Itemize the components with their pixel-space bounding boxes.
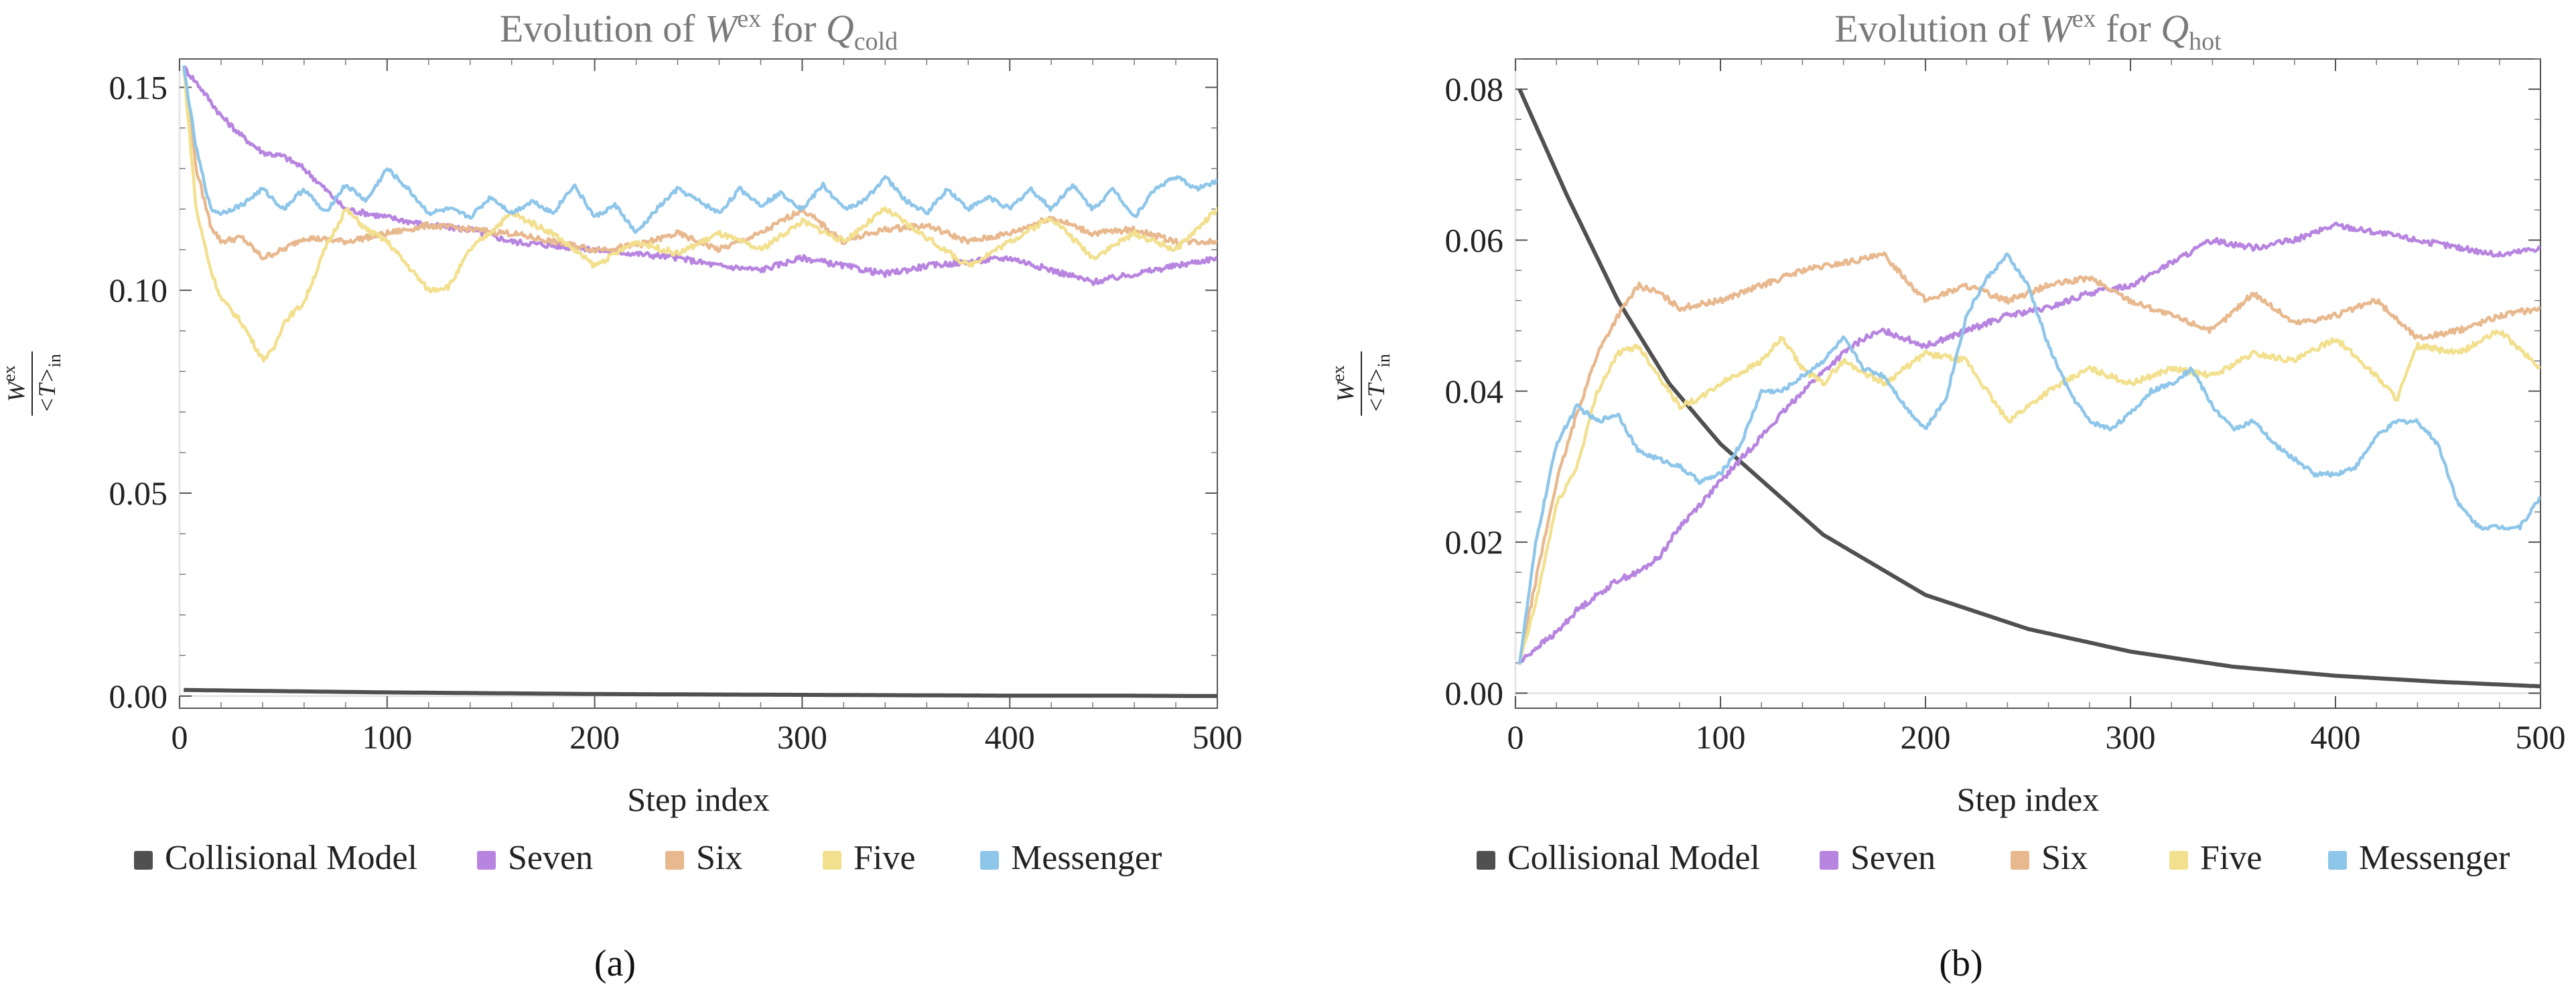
x-tick-label: 500 — [1193, 718, 1243, 756]
series-line-collisional-model — [1517, 88, 2540, 689]
legend-swatch-five — [2169, 851, 2188, 870]
legend-label: Messenger — [2359, 839, 2510, 877]
series-line-messenger — [182, 65, 1217, 235]
x-tick-label: 200 — [1901, 718, 1951, 756]
y-axis-label: Wex <T>in — [1329, 351, 1394, 416]
y-label-denominator: <T>in — [1363, 354, 1394, 413]
y-tick-label: 0.15 — [109, 68, 168, 106]
series-group — [1517, 88, 2540, 689]
title-symbol: W — [705, 7, 740, 50]
series-line-collisional-model — [183, 687, 1217, 698]
legend-swatch-messenger — [2328, 851, 2347, 870]
y-axis-label: Wex <T>in — [0, 351, 64, 416]
x-tick-label: 300 — [777, 718, 827, 756]
legend-swatch-messenger — [980, 851, 999, 870]
x-tick-label: 200 — [569, 718, 620, 756]
title-superscript: ex — [737, 5, 761, 33]
legend-label: Seven — [1850, 839, 1936, 877]
y-tick-label: 0.10 — [109, 271, 168, 309]
series-group — [182, 65, 1217, 698]
title-middle: for — [2096, 7, 2161, 50]
y-tick-label: 0.02 — [1445, 523, 1504, 561]
y-tick-label: 0.00 — [109, 677, 168, 715]
y-label-numerator: Wex — [1329, 365, 1359, 402]
chart-panel-a: 0 100 200 300 400 500 0.00 0.05 0.10 0.15 Evolutio… — [0, 5, 1243, 984]
y-label-num-symbol: W — [3, 380, 29, 402]
legend-swatch-five — [823, 851, 841, 870]
x-axis-label: Step index — [627, 781, 769, 818]
title-q: Q — [826, 7, 854, 50]
series-line-six — [182, 67, 1217, 261]
x-tick-label: 400 — [2311, 718, 2361, 756]
series-line-five — [182, 66, 1217, 363]
legend-swatch-seven — [1820, 851, 1838, 870]
y-tick-label: 0.04 — [1445, 373, 1504, 410]
series-line-messenger — [1517, 252, 2540, 665]
legend-label: Five — [2200, 839, 2262, 877]
plot-frame — [179, 58, 1218, 709]
x-tick-label: 0 — [172, 718, 188, 756]
y-label-den-symbol: <T> — [33, 367, 60, 413]
chart-title: Evolution of Wex for Qhot — [1834, 5, 2222, 56]
title-superscript: ex — [2072, 5, 2096, 33]
y-label-den-symbol: <T> — [1363, 367, 1389, 413]
y-tick-label: 0.06 — [1445, 221, 1504, 259]
x-tick-label: 0 — [1507, 718, 1524, 756]
y-label-numerator: Wex — [0, 365, 29, 402]
title-prefix: Evolution of — [500, 7, 705, 50]
legend-swatch-six — [665, 851, 684, 870]
y-tick-label: 0.05 — [109, 474, 168, 512]
y-label-num-superscript: ex — [1329, 365, 1348, 382]
y-tick-label: 0.08 — [1445, 70, 1504, 108]
legend-swatch-seven — [477, 851, 496, 870]
title-symbol: W — [2039, 7, 2075, 50]
panel-label: (b) — [1939, 943, 1982, 984]
legend-label: Collisional Model — [165, 839, 417, 877]
legend-label: Seven — [508, 839, 593, 877]
y-label-num-superscript: ex — [0, 365, 19, 382]
chart-title: Evolution of Wex for Qcold — [500, 5, 898, 56]
series-line-five — [1518, 329, 2540, 662]
series-line-seven — [1518, 221, 2540, 665]
title-subscript: hot — [2189, 27, 2222, 56]
x-tick-label: 100 — [1696, 718, 1746, 756]
x-tick-label: 100 — [362, 718, 412, 756]
legend-label: Six — [696, 839, 742, 877]
legend-label: Collisional Model — [1507, 839, 1760, 877]
title-middle: for — [761, 7, 826, 50]
legend-label: Five — [854, 839, 915, 877]
y-label-num-symbol: W — [1332, 380, 1359, 402]
y-tick-label: 0.00 — [1445, 674, 1504, 712]
legend-label: Messenger — [1011, 839, 1162, 877]
x-tick-label: 300 — [2106, 718, 2156, 756]
series-line-six — [1517, 251, 2540, 663]
chart-panel-b: 0 100 200 300 400 500 0.00 0.02 0.04 0.06 0.08 Evol… — [1329, 5, 2566, 984]
y-label-denominator: <T>in — [33, 354, 64, 413]
title-subscript: cold — [854, 27, 898, 56]
legend-label: Six — [2041, 839, 2088, 877]
legend-swatch-collisional-model — [1477, 851, 1495, 870]
y-label-den-subscript: in — [1374, 354, 1394, 367]
x-axis-label: Step index — [1957, 781, 2099, 818]
title-prefix: Evolution of — [1834, 7, 2039, 50]
legend-swatch-collisional-model — [134, 851, 153, 870]
x-tick-label: 400 — [985, 718, 1035, 756]
y-label-den-subscript: in — [45, 354, 64, 367]
panel-label: (a) — [594, 943, 636, 984]
series-line-seven — [182, 65, 1217, 287]
x-tick-label: 500 — [2516, 718, 2566, 756]
title-q: Q — [2161, 7, 2189, 50]
legend-swatch-six — [2011, 851, 2029, 870]
